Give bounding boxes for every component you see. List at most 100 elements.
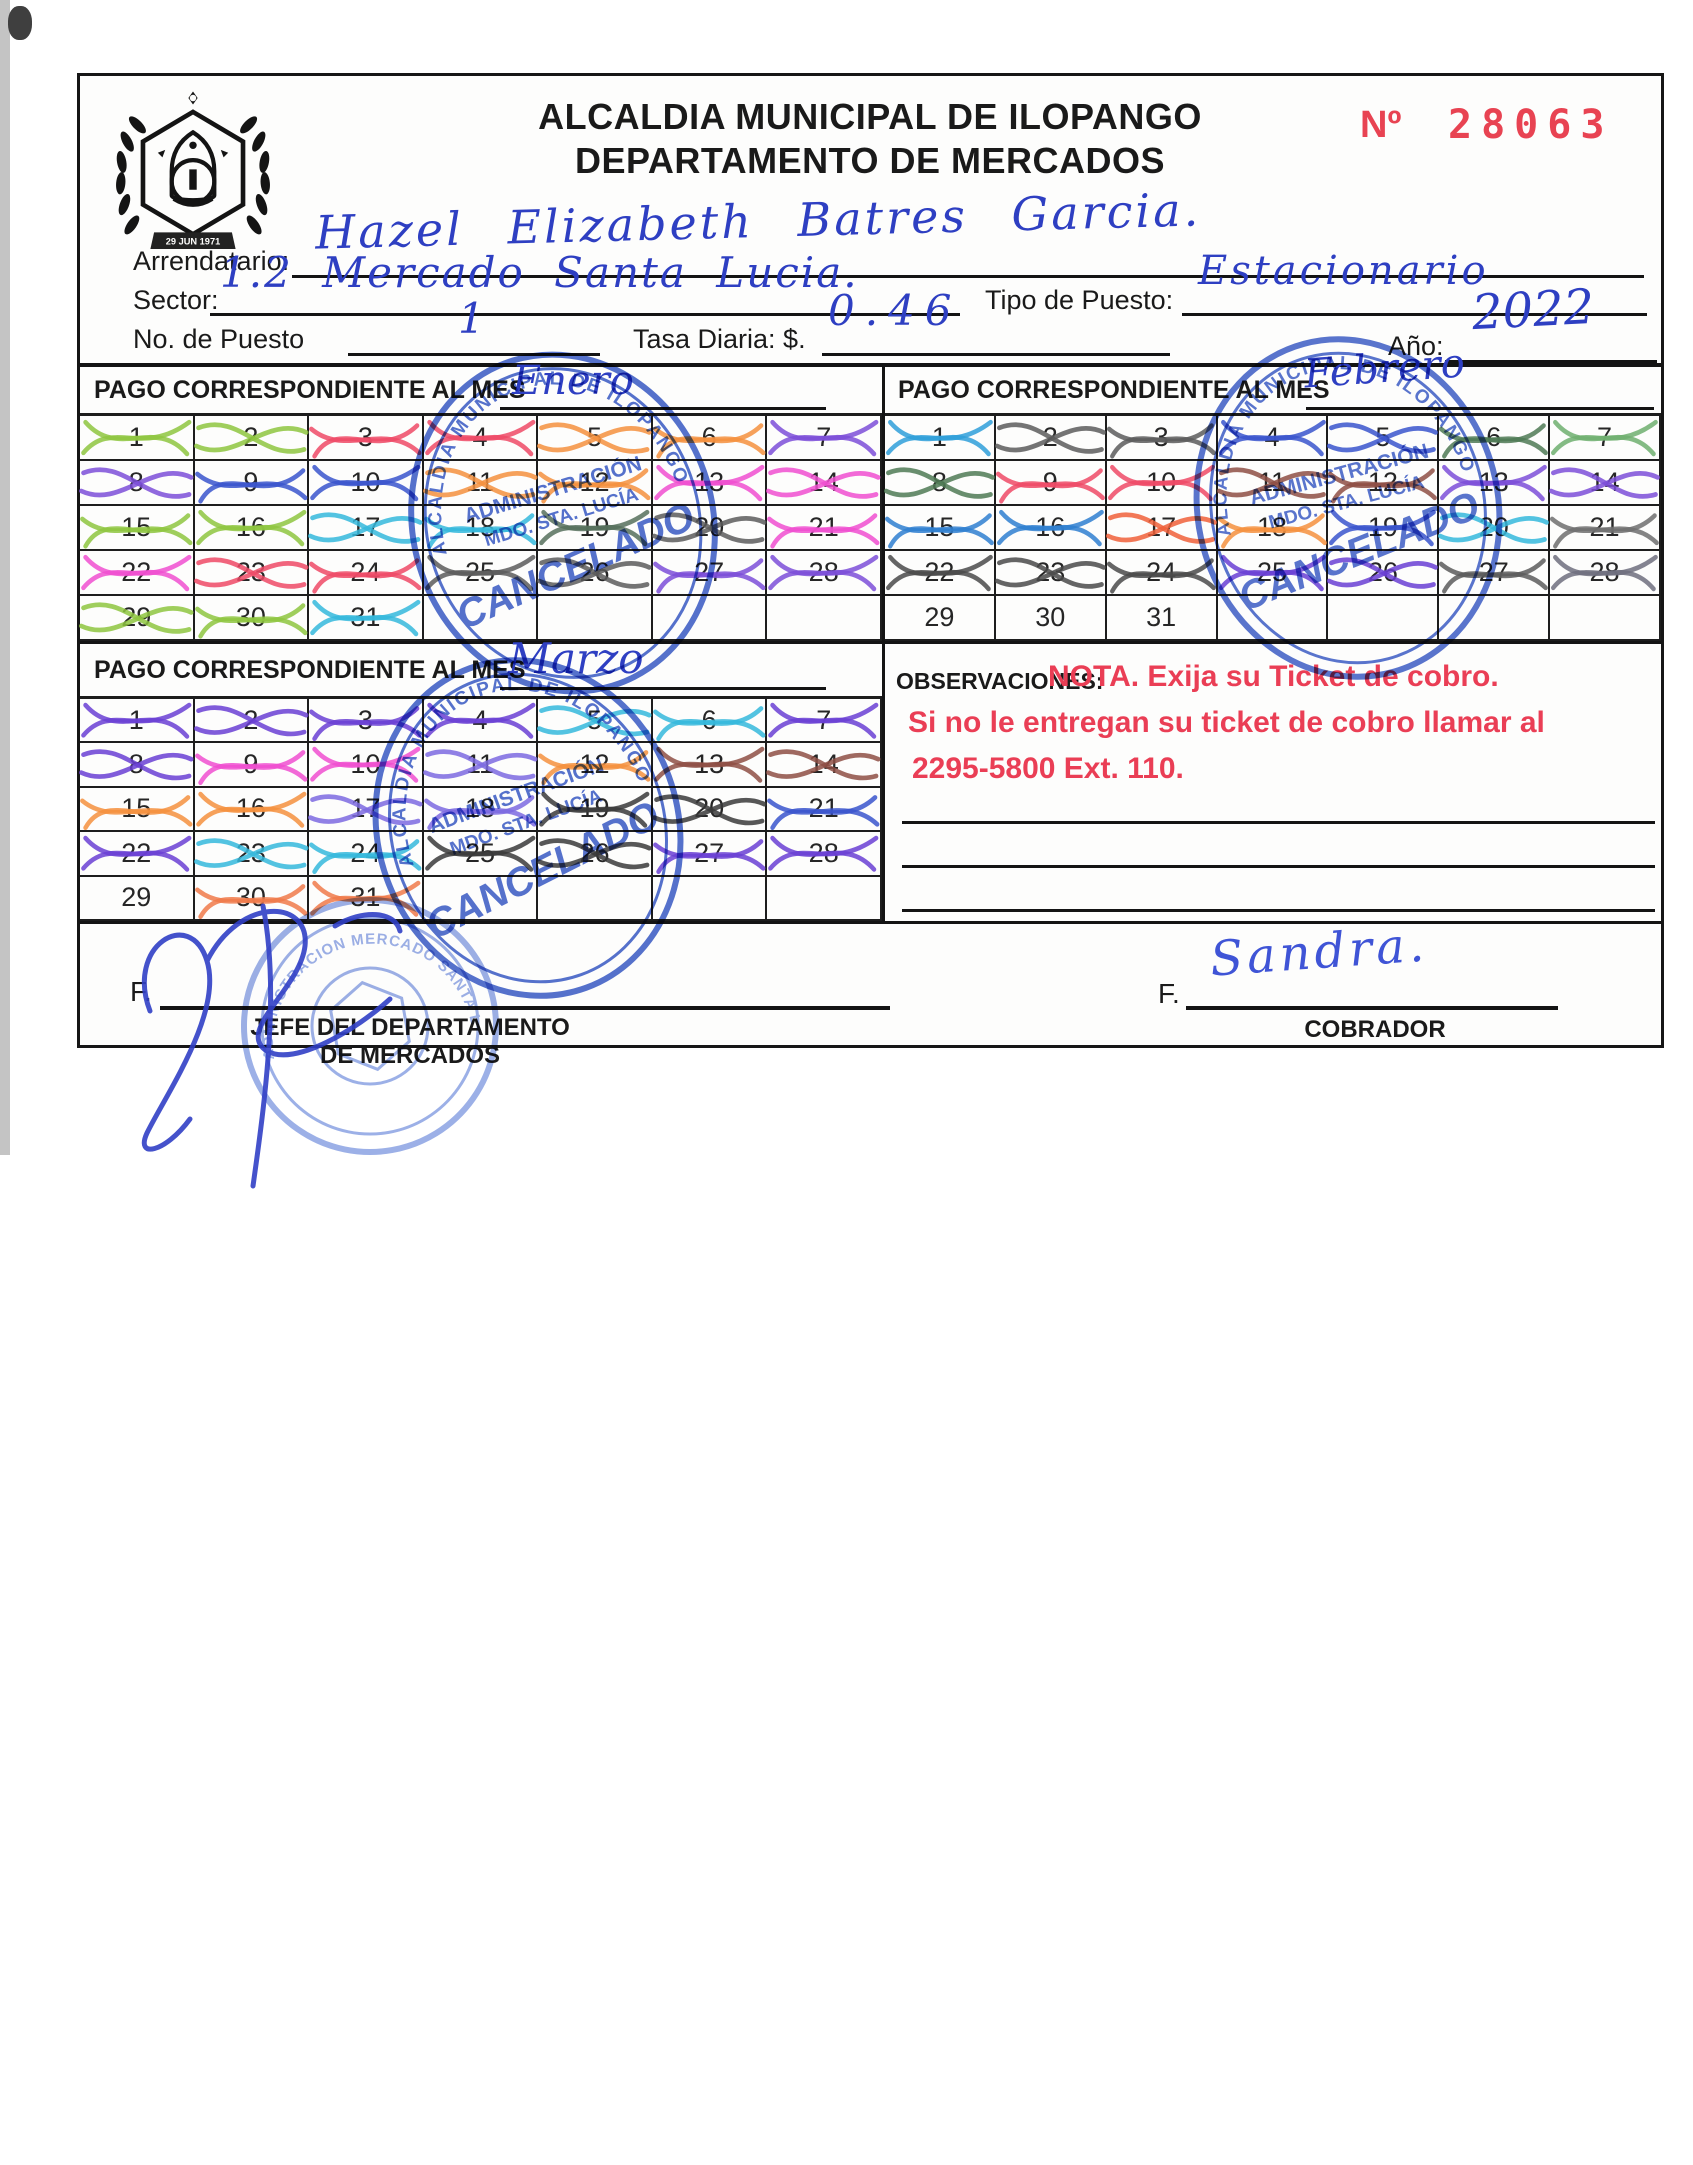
- payment-cross-mark: [1217, 513, 1327, 549]
- observaciones-rule-2: [902, 865, 1655, 868]
- empty-cell: [767, 596, 882, 641]
- day-cell: 8: [79, 461, 195, 506]
- day-cell: 16: [194, 506, 310, 551]
- day-cell: 10: [309, 743, 424, 788]
- day-cell: 18: [423, 506, 539, 551]
- payment-cross-mark: [424, 835, 536, 872]
- payment-cross-mark: [195, 791, 306, 828]
- day-cell: 17: [1105, 506, 1218, 551]
- payment-cross-mark: [423, 513, 537, 549]
- payment-cross-mark: [768, 554, 879, 592]
- payment-cross-mark: [194, 883, 308, 919]
- day-cell: 8: [79, 743, 195, 788]
- payment-cross-mark: [193, 838, 309, 870]
- payment-cross-mark: [994, 422, 1106, 454]
- payment-cross-mark: [995, 468, 1105, 504]
- arrendatario-label: Arrendatario:: [133, 246, 290, 276]
- day-cell: 5: [537, 416, 653, 461]
- day-cell: 3: [309, 699, 424, 744]
- day-cell: 6: [1439, 416, 1551, 461]
- day-cell: 5: [1327, 416, 1440, 461]
- payment-cross-mark: [309, 706, 422, 742]
- nota-line1: NOTA. Exija su Ticket de cobro.: [1048, 660, 1499, 693]
- arrendatario-line: [292, 275, 1644, 278]
- day-number: 3: [357, 704, 373, 735]
- day-cell: 15: [884, 506, 996, 551]
- day-cell: 19: [538, 506, 653, 551]
- empty-cell: [767, 876, 882, 921]
- payment-cross-mark: [539, 509, 650, 547]
- payment-cross-mark: [310, 464, 421, 502]
- payment-cross-mark: [194, 603, 308, 639]
- day-cell: 23: [193, 832, 310, 877]
- payment-cross-mark: [768, 419, 879, 457]
- payment-cross-mark: [1107, 464, 1215, 502]
- payment-cross-mark: [80, 794, 193, 830]
- day-cell: 21: [767, 787, 882, 833]
- calendar-grid-enero: 1 2 3 4 5 6 7 8 9 10 11 12 13 14 15 16 17 18 19 20 21 22 23 24 2…: [79, 413, 882, 641]
- payment-cross-mark: [886, 554, 993, 592]
- payment-cross-mark: [308, 794, 423, 825]
- day-cell: 22: [80, 832, 195, 877]
- payment-cross-mark: [654, 464, 765, 502]
- calendar-grid-febrero: 1 2 3 4 5 6 7 8 9 10 11 12 13 14 15 16 17 18 19 20 21 22 23 24 2…: [883, 413, 1661, 641]
- payment-cross-mark: [81, 554, 192, 592]
- month-3-header: PAGO CORRESPONDIENTE AL MES: [94, 656, 526, 684]
- day-cell: 16: [194, 787, 310, 833]
- payment-cross-mark: [193, 705, 309, 737]
- day-number: 29: [924, 602, 955, 632]
- payment-cross-mark: [652, 839, 766, 875]
- day-cell: 25: [1217, 551, 1329, 596]
- payment-cross-mark: [424, 702, 536, 739]
- day-cell: 9: [194, 461, 310, 506]
- nota-line2: Si no le entregan su ticket de cobro lla…: [908, 706, 1545, 739]
- month-2-name: Febrero: [1302, 340, 1467, 398]
- month-2-header: PAGO CORRESPONDIENTE AL MES: [898, 376, 1330, 404]
- day-cell: 6: [652, 699, 768, 744]
- day-cell: 26: [1327, 551, 1440, 596]
- day-cell: 11: [422, 461, 539, 506]
- empty-cell: [423, 876, 539, 921]
- day-cell: 13: [652, 461, 768, 506]
- day-cell: 15: [80, 506, 195, 551]
- day-cell: 7: [767, 416, 882, 461]
- payment-cross-mark: [309, 839, 422, 875]
- payment-cross-mark: [194, 750, 308, 786]
- day-cell: 17: [308, 506, 424, 551]
- month-1-line: [500, 407, 826, 410]
- no-puesto-line: [348, 353, 600, 356]
- day-cell: 23: [994, 551, 1107, 596]
- payment-cross-mark: [1106, 423, 1216, 459]
- day-cell: 25: [423, 551, 539, 596]
- payment-cross-mark: [768, 835, 879, 872]
- tipo-puesto-label: Tipo de Puesto:: [985, 285, 1174, 315]
- day-cell: 20: [1438, 506, 1551, 551]
- payment-cross-mark: [539, 791, 650, 828]
- day-cell: 2: [193, 416, 310, 461]
- day-cell: 19: [538, 787, 653, 833]
- month-1-header: PAGO CORRESPONDIENTE AL MES: [94, 376, 526, 404]
- payment-card: 29 JUN 1971 ALCALDIA MUNICIPAL DE ILOPAN…: [77, 73, 1664, 1189]
- day-cell: 28: [767, 832, 882, 877]
- day-cell: 16: [995, 506, 1107, 551]
- payment-cross-mark: [767, 513, 880, 549]
- day-cell: 24: [1106, 551, 1218, 596]
- day-cell: 18: [1217, 506, 1329, 551]
- day-number: 31: [1146, 602, 1177, 632]
- empty-cell: [1439, 596, 1551, 641]
- payment-cross-mark: [537, 838, 652, 870]
- payment-cross-mark: [1550, 513, 1659, 549]
- payment-cross-mark: [1549, 467, 1661, 499]
- day-cell: 28: [767, 551, 882, 596]
- payment-cross-mark: [1551, 419, 1658, 457]
- no-puesto-label: No. de Puesto: [133, 324, 305, 354]
- day-cell: 18: [423, 787, 539, 833]
- tipo-puesto-value: Estacionario: [1198, 248, 1489, 294]
- payment-cross-mark: [1218, 419, 1326, 457]
- payment-cross-mark: [309, 423, 422, 459]
- day-cell: 31: [1106, 596, 1218, 641]
- month-2-line: [1306, 407, 1654, 410]
- payment-cross-mark: [652, 706, 766, 742]
- observaciones-rule-1: [902, 821, 1655, 824]
- payment-cross-mark: [422, 749, 538, 781]
